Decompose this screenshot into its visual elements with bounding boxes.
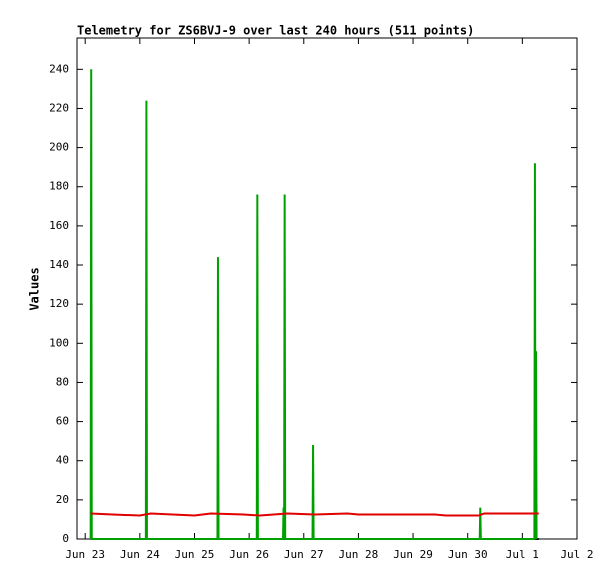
x-tick-label: Jul 1 (506, 548, 539, 561)
series-line (89, 69, 538, 540)
y-tick-label: 160 (49, 219, 69, 232)
x-tick-label: Jun 27 (284, 548, 324, 561)
series-line (90, 512, 539, 517)
y-tick-label: 200 (49, 141, 69, 154)
x-tick-label: Jul 2 (560, 548, 593, 561)
y-tick-label: 0 (62, 532, 69, 545)
x-tick-label: Jun 28 (339, 548, 379, 561)
y-tick-label: 40 (56, 454, 69, 467)
x-tick-label: Jun 25 (175, 548, 215, 561)
y-axis-label: Values (28, 267, 42, 310)
y-tick-label: 240 (49, 62, 69, 75)
y-tick-label: 220 (49, 101, 69, 114)
x-tick-label: Jun 24 (120, 548, 160, 561)
chart-title: Telemetry for ZS6BVJ-9 over last 240 hou… (77, 24, 474, 38)
y-tick-label: 60 (56, 415, 69, 428)
x-tick-label: Jun 29 (393, 548, 433, 561)
x-tick-label: Jun 23 (65, 548, 105, 561)
y-tick-label: 120 (49, 297, 69, 310)
y-tick-label: 180 (49, 180, 69, 193)
y-tick-label: 100 (49, 336, 69, 349)
y-tick-label: 20 (56, 493, 69, 506)
x-tick-label: Jun 26 (229, 548, 269, 561)
y-tick-label: 140 (49, 258, 69, 271)
x-tick-label: Jun 30 (448, 548, 488, 561)
y-tick-label: 80 (56, 375, 69, 388)
